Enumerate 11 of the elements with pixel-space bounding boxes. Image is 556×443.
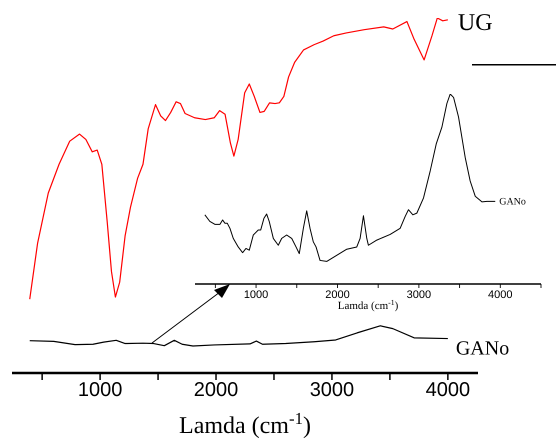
x-tick-label: 3000: [406, 288, 432, 301]
x-axis-title: Lamda (cm$^{-1}$): [179, 408, 311, 439]
x-tick-label: 3000: [310, 379, 354, 402]
x-tick-label: 2000: [194, 379, 238, 402]
x-tick-label: 4000: [488, 288, 513, 301]
x-tick-label: 1000: [244, 288, 268, 301]
x-tick-label: 1000: [78, 379, 122, 402]
series-label: UG: [458, 10, 493, 36]
series-label: GANo: [499, 196, 526, 208]
series-label: GANo: [456, 338, 510, 360]
x-tick-label: 4000: [426, 379, 470, 402]
